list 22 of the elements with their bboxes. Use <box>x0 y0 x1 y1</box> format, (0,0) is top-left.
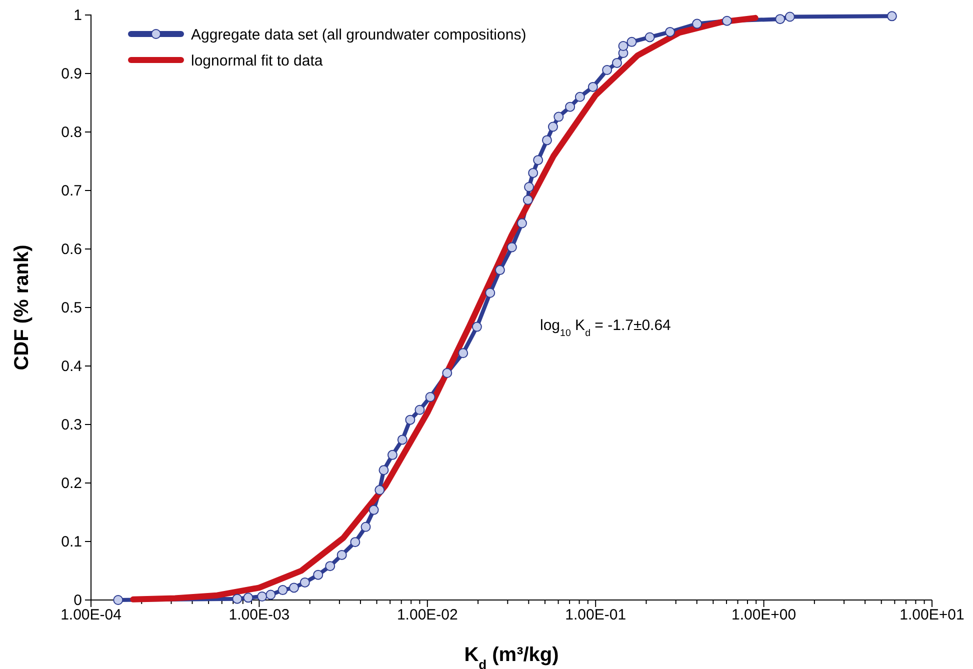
y-axis-title: CDF (% rank) <box>11 244 33 370</box>
y-tick-label: 0.7 <box>61 182 82 200</box>
x-tick-label: 1.00E+00 <box>731 606 796 624</box>
y-tick-label: 1 <box>74 6 82 24</box>
x-tick-label: 1.00E-04 <box>60 606 122 624</box>
x-tick-label: 1.00E-03 <box>228 606 290 624</box>
legend-label: Aggregate data set (all groundwater compositions) <box>191 26 526 44</box>
y-tick-label: 0.5 <box>61 299 82 316</box>
x-tick-label: 1.00E-02 <box>396 606 458 624</box>
y-tick-label: 0.2 <box>61 474 82 492</box>
y-tick-label: 0.8 <box>61 124 82 141</box>
x-tick-label: 1.00E+01 <box>900 606 964 624</box>
y-tick-label: 0.6 <box>61 240 82 258</box>
y-tick-label: 0.9 <box>61 65 82 82</box>
y-tick-label: 0 <box>74 592 82 609</box>
y-tick-label: 0.1 <box>61 533 82 550</box>
y-tick-label: 0.4 <box>61 358 82 375</box>
x-axis-title: K$_{d}$ (m³/kg) <box>464 644 559 669</box>
y-tick-label: 0.3 <box>61 416 82 434</box>
annotation: log$_{10}$ K$_{d}$ = -1.7±0.64 <box>540 317 671 338</box>
x-tick-label: 1.00E-01 <box>565 606 626 624</box>
legend-label: lognormal fit to data <box>191 52 324 70</box>
